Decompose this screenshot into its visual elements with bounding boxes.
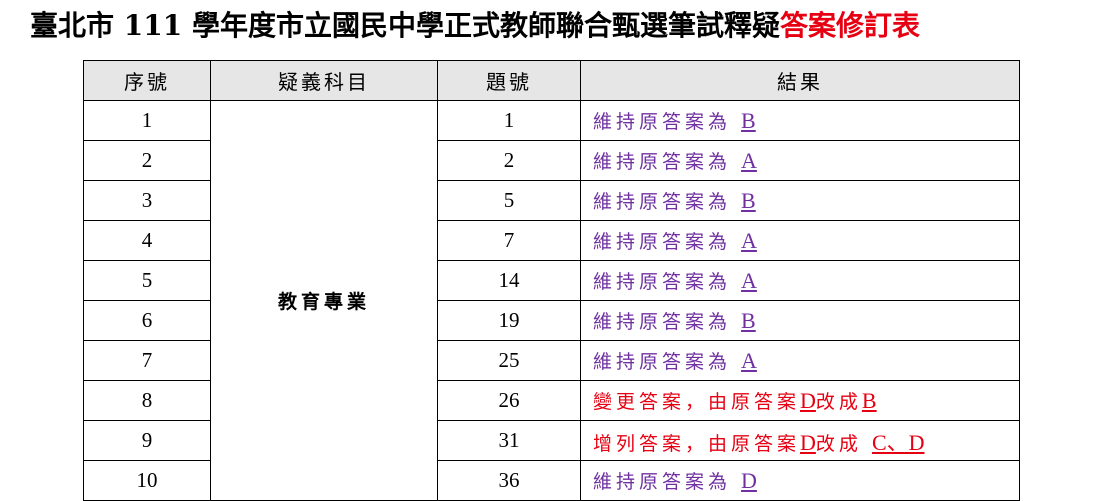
table-row: 5 14 維持原答案為 A — [83, 260, 1020, 301]
result-cell: 增列答案，由原答案D改成 C、D — [580, 420, 1020, 461]
table-row: 3 5 維持原答案為 B — [83, 180, 1020, 221]
seq-cell: 10 — [83, 460, 211, 501]
page-title: 臺北市 111 學年度市立國民中學正式教師聯合甄選筆試釋疑答案修訂表 — [30, 4, 920, 44]
seq-cell: 7 — [83, 340, 211, 381]
question-cell: 19 — [437, 300, 581, 341]
result-text: 維持原答案為 — [593, 151, 742, 173]
answer-letter: D — [800, 429, 816, 455]
answer-letter: B — [741, 108, 756, 133]
result-text: 增列答案，由原答案 — [593, 432, 801, 455]
table-row: 8 26 變更答案，由原答案D改成B — [83, 380, 1020, 421]
seq-cell: 3 — [83, 180, 211, 221]
seq-cell: 2 — [83, 140, 211, 181]
answer-letter: B — [741, 308, 756, 333]
result-cell: 維持原答案為 A — [580, 220, 1020, 261]
seq-cell: 4 — [83, 220, 211, 261]
question-cell: 25 — [437, 340, 581, 381]
seq-cell: 9 — [83, 420, 211, 461]
answer-letter: B — [861, 388, 877, 413]
table-row: 6 19 維持原答案為 B — [83, 300, 1020, 341]
result-text: 維持原答案為 — [593, 471, 742, 493]
question-cell: 7 — [437, 220, 581, 261]
result-cell: 維持原答案為 B — [580, 100, 1020, 141]
result-cell: 變更答案，由原答案D改成B — [580, 380, 1020, 421]
answer-letter: D — [741, 468, 757, 493]
question-cell: 36 — [437, 460, 581, 501]
answer-letter: A — [741, 148, 757, 173]
question-cell: 14 — [437, 260, 581, 301]
question-cell: 31 — [437, 420, 581, 461]
result-text: 維持原答案為 — [593, 351, 742, 373]
header-seq: 序號 — [83, 60, 211, 101]
question-cell: 5 — [437, 180, 581, 221]
header-subject: 疑義科目 — [210, 60, 438, 101]
result-text: 改成 — [815, 391, 862, 413]
result-text: 改成 — [815, 432, 872, 455]
result-text: 維持原答案為 — [593, 311, 742, 333]
table-row: 10 36 維持原答案為 D — [83, 460, 1020, 501]
answer-letter: A — [741, 348, 757, 373]
answer-letter: A — [741, 228, 757, 253]
seq-cell: 1 — [83, 100, 211, 141]
question-cell: 2 — [437, 140, 581, 181]
seq-cell: 8 — [83, 380, 211, 421]
result-text: 維持原答案為 — [593, 271, 742, 293]
question-cell: 1 — [437, 100, 581, 141]
result-text: 維持原答案為 — [593, 111, 742, 133]
answer-letter: D — [800, 388, 816, 413]
question-cell: 26 — [437, 380, 581, 421]
seq-cell: 5 — [83, 260, 211, 301]
answer-letter: C、D — [871, 429, 925, 455]
table-row: 7 25 維持原答案為 A — [83, 340, 1020, 381]
answer-letter: B — [741, 188, 756, 213]
result-text: 維持原答案為 — [593, 231, 742, 253]
header-question: 題號 — [437, 60, 581, 101]
table-row: 9 31 增列答案，由原答案D改成 C、D — [83, 420, 1020, 461]
subject-cell: 教育專業 — [210, 100, 438, 501]
result-text: 維持原答案為 — [593, 191, 742, 213]
result-text: 變更答案，由原答案 — [593, 391, 801, 413]
title-highlight: 答案修訂表 — [779, 9, 920, 42]
result-cell: 維持原答案為 D — [580, 460, 1020, 501]
result-cell: 維持原答案為 B — [580, 180, 1020, 221]
result-cell: 維持原答案為 A — [580, 260, 1020, 301]
title-main: 臺北市 111 學年度市立國民中學正式教師聯合甄選筆試釋疑 — [30, 9, 780, 42]
result-cell: 維持原答案為 B — [580, 300, 1020, 341]
table-row: 4 7 維持原答案為 A — [83, 220, 1020, 261]
answer-letter: A — [741, 268, 757, 293]
result-cell: 維持原答案為 A — [580, 340, 1020, 381]
result-cell: 維持原答案為 A — [580, 140, 1020, 181]
seq-cell: 6 — [83, 300, 211, 341]
table-header-row: 序號 疑義科目 題號 結果 — [83, 60, 1020, 101]
table-row: 1 教育專業 1 維持原答案為 B — [83, 100, 1020, 501]
header-result: 結果 — [580, 60, 1020, 101]
